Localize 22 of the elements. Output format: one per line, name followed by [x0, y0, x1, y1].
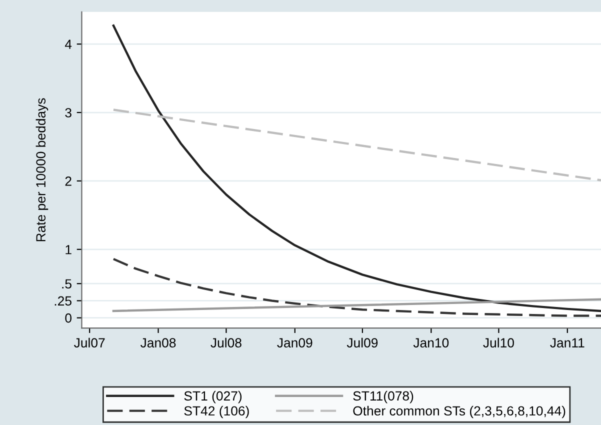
- legend-label: ST42 (106): [184, 406, 249, 418]
- y-tick-label: 3: [65, 108, 72, 118]
- legend-label: ST11(078): [353, 390, 414, 404]
- x-tick-label: Jan11: [550, 338, 584, 348]
- legend-label: Other common STs (2,3,5,6,8,10,44): [353, 406, 566, 418]
- x-tick-label: Jan09: [277, 338, 312, 348]
- x-tick-label: Jan08: [140, 338, 176, 348]
- x-tick-label: Jan10: [413, 338, 449, 348]
- x-tick-label: Jul10: [483, 338, 514, 348]
- y-tick-label: 1: [66, 245, 72, 254]
- y-tick-label: 2: [65, 176, 72, 186]
- x-tick-label: Jul07: [74, 338, 105, 348]
- y-tick-label: 4: [64, 40, 72, 49]
- y-axis-title: Rate per 10000 beddays: [36, 98, 48, 242]
- y-tick-label: 0: [65, 313, 72, 323]
- y-tick-label: .5: [62, 279, 72, 289]
- x-tick-label: Jul09: [346, 338, 378, 348]
- legend-label: ST1 (027): [184, 390, 242, 404]
- x-tick-label: Jul08: [210, 338, 242, 348]
- line-series: [112, 24, 601, 312]
- y-tick-label: .25: [54, 296, 72, 306]
- line-series: [112, 258, 601, 317]
